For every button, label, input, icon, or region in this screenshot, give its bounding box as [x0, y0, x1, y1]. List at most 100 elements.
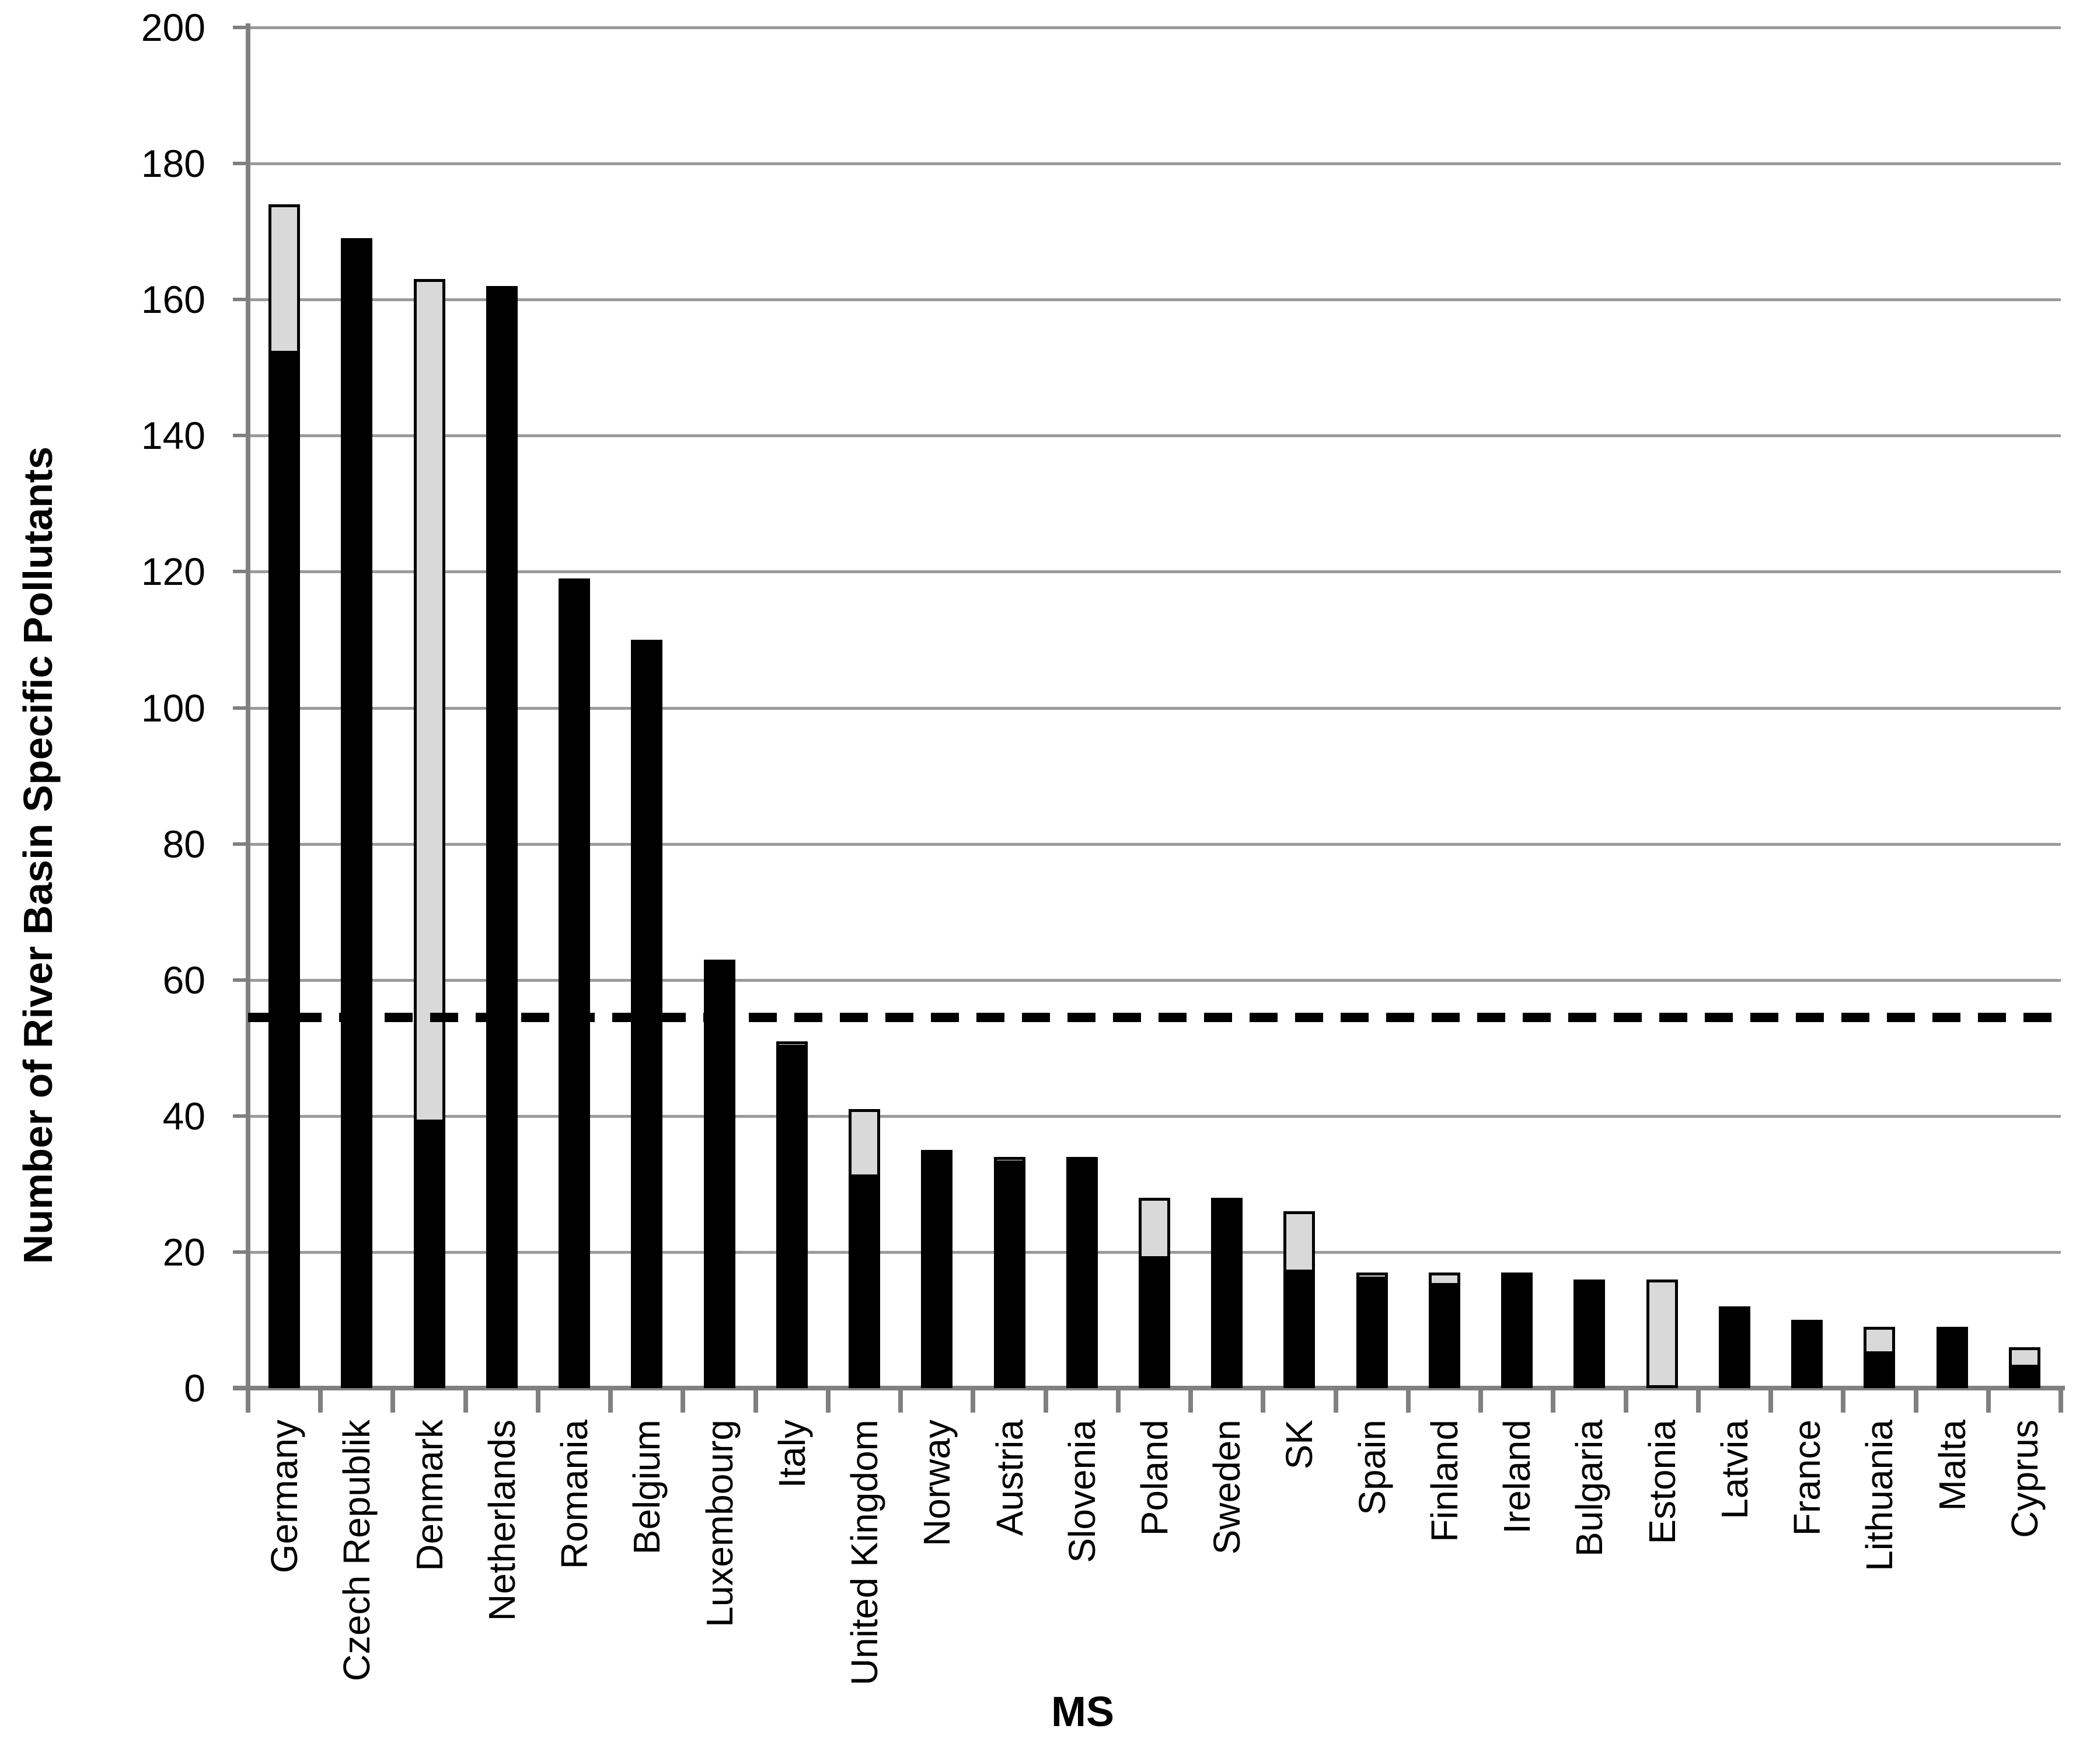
category-label-germany: Germany [263, 1420, 306, 1574]
x-tick-12 [1115, 1388, 1121, 1413]
bar-malta-black-segment [1936, 1327, 1968, 1388]
y-tick-label-60: 60 [162, 958, 205, 1002]
x-tick-9 [898, 1388, 903, 1413]
bar-norway-black-segment [921, 1150, 953, 1388]
category-label-austria: Austria [988, 1420, 1031, 1536]
category-label-sweden: Sweden [1206, 1420, 1248, 1555]
x-tick-10 [971, 1388, 976, 1413]
x-axis-title: MS [1051, 1689, 1114, 1735]
gridline-60 [248, 978, 2061, 982]
gridline-100 [248, 706, 2061, 710]
bar-ireland-black-segment [1501, 1272, 1533, 1388]
x-tick-0 [246, 1388, 250, 1413]
y-tick-label-20: 20 [162, 1230, 205, 1274]
x-tick-3 [463, 1388, 468, 1413]
bar-united-kingdom-gray-segment [849, 1109, 881, 1177]
x-tick-16 [1405, 1388, 1411, 1413]
category-label-latvia: Latvia [1713, 1420, 1756, 1519]
x-tick-24 [1986, 1388, 1991, 1413]
y-tick-180 [233, 162, 248, 166]
category-label-belgium: Belgium [626, 1420, 668, 1555]
bar-denmark-black-segment [413, 1122, 445, 1388]
bar-slovenia-black-segment [1066, 1156, 1098, 1388]
bar-finland-gray-segment [1428, 1272, 1460, 1287]
x-tick-4 [535, 1388, 540, 1413]
y-tick-120 [233, 570, 248, 574]
category-label-cyprus: Cyprus [2003, 1420, 2046, 1538]
y-tick-label-200: 200 [141, 6, 205, 49]
x-tick-6 [681, 1388, 686, 1413]
gridline-140 [248, 434, 2061, 438]
category-label-luxembourg: Luxembourg [698, 1420, 741, 1627]
bar-romania-black-segment [559, 578, 591, 1388]
x-tick-23 [1913, 1388, 1918, 1413]
x-tick-18 [1551, 1388, 1556, 1413]
reference-dashed-line [248, 1012, 2067, 1022]
y-tick-100 [233, 706, 248, 710]
bar-cyprus-black-segment [2008, 1368, 2040, 1388]
bar-spain-black-segment [1356, 1279, 1388, 1388]
bar-italy-black-segment [776, 1048, 808, 1388]
bar-netherlands-black-segment [486, 285, 518, 1388]
category-label-france: France [1786, 1420, 1829, 1536]
bar-czech-republik-black-segment [341, 238, 373, 1388]
y-tick-label-40: 40 [162, 1094, 205, 1138]
bar-finland-black-segment [1428, 1286, 1460, 1388]
category-label-netherlands: Netherlands [480, 1420, 523, 1622]
category-label-malta: Malta [1931, 1420, 1973, 1511]
bar-france-black-segment [1791, 1320, 1823, 1388]
category-label-poland: Poland [1133, 1420, 1175, 1536]
bar-poland-gray-segment [1139, 1197, 1170, 1259]
bar-italy-gray-segment [776, 1041, 808, 1048]
bar-sk-black-segment [1283, 1272, 1316, 1388]
x-tick-25 [2058, 1388, 2063, 1413]
category-label-denmark: Denmark [408, 1420, 451, 1571]
y-tick-20 [233, 1250, 248, 1254]
x-tick-7 [753, 1388, 758, 1413]
y-tick-160 [233, 298, 248, 302]
x-tick-2 [390, 1388, 396, 1413]
x-tick-22 [1841, 1388, 1846, 1413]
x-tick-20 [1695, 1388, 1701, 1413]
y-tick-40 [233, 1114, 248, 1118]
bar-bulgaria-black-segment [1573, 1279, 1606, 1388]
y-axis-line [246, 23, 250, 1393]
category-label-estonia: Estonia [1641, 1420, 1683, 1545]
x-tick-19 [1623, 1388, 1628, 1413]
y-tick-label-80: 80 [162, 822, 205, 866]
gridline-40 [248, 1114, 2061, 1118]
y-tick-200 [233, 26, 248, 29]
gridline-180 [248, 162, 2061, 166]
category-label-finland: Finland [1423, 1420, 1466, 1542]
bar-estonia-gray-segment [1646, 1279, 1678, 1388]
category-label-slovenia: Slovenia [1060, 1420, 1103, 1563]
y-tick-label-100: 100 [141, 686, 205, 730]
x-tick-15 [1333, 1388, 1338, 1413]
bar-germany-black-segment [268, 354, 301, 1388]
category-label-italy: Italy [770, 1420, 813, 1488]
gridline-200 [248, 26, 2061, 29]
category-label-ireland: Ireland [1496, 1420, 1538, 1534]
category-label-sk: SK [1278, 1420, 1321, 1470]
x-tick-8 [825, 1388, 831, 1413]
x-tick-17 [1478, 1388, 1484, 1413]
bar-poland-black-segment [1139, 1258, 1170, 1388]
x-tick-1 [318, 1388, 323, 1413]
bar-denmark-gray-segment [413, 279, 445, 1123]
bar-cyprus-gray-segment [2008, 1347, 2040, 1368]
category-label-lithuania: Lithuania [1858, 1420, 1901, 1571]
x-axis-line [233, 1386, 2065, 1390]
category-label-romania: Romania [553, 1420, 596, 1570]
category-label-bulgaria: Bulgaria [1568, 1420, 1611, 1557]
y-tick-140 [233, 434, 248, 438]
y-tick-80 [233, 842, 248, 846]
x-tick-5 [608, 1388, 613, 1413]
y-tick-label-140: 140 [141, 414, 205, 458]
x-tick-21 [1768, 1388, 1774, 1413]
y-tick-label-0: 0 [184, 1366, 205, 1410]
x-tick-11 [1043, 1388, 1048, 1413]
y-tick-label-120: 120 [141, 550, 205, 594]
bar-austria-gray-segment [993, 1156, 1025, 1164]
category-label-czech-republik: Czech Republik [336, 1420, 378, 1682]
